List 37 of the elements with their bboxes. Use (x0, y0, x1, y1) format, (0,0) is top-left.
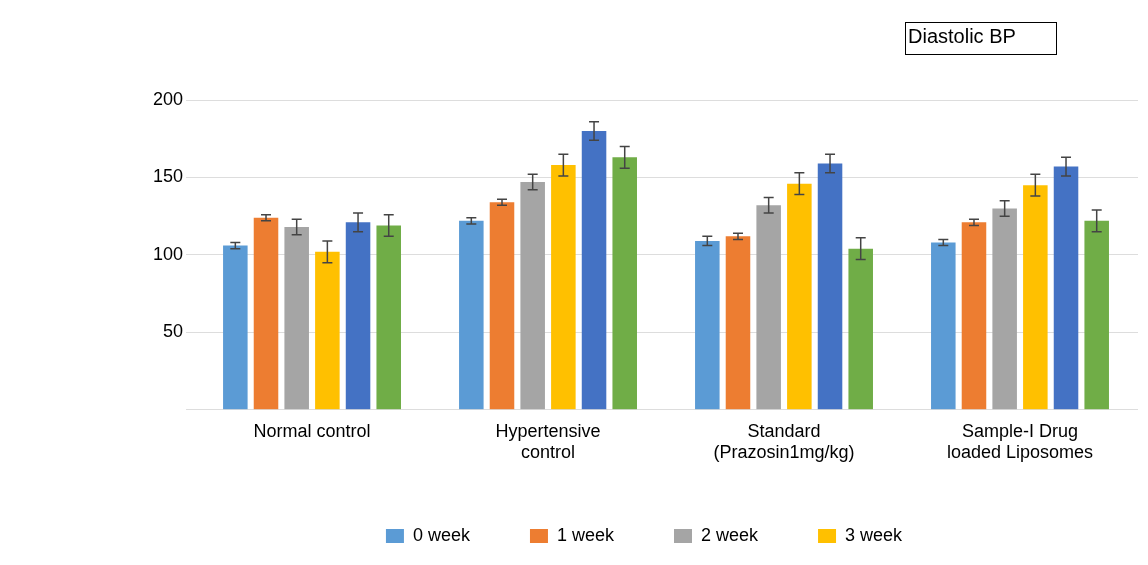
bar (223, 245, 248, 410)
bar (581, 130, 607, 410)
bar (695, 240, 720, 410)
chart-title: Diastolic BP (905, 22, 1057, 55)
y-tick-label: 200 (152, 88, 184, 109)
bar (992, 208, 1017, 410)
bar (725, 236, 751, 410)
bar (961, 222, 987, 410)
bar (756, 205, 781, 410)
x-tick-label: Hypertensive control (495, 420, 601, 463)
bar (1084, 220, 1109, 410)
bar (787, 183, 812, 410)
bar (489, 202, 515, 410)
bar (612, 157, 637, 410)
bar (1053, 166, 1079, 410)
legend-label: 3 week (845, 524, 904, 545)
legend-label: 2 week (701, 524, 760, 545)
bar (459, 220, 484, 410)
y-tick-label: 50 (163, 321, 184, 342)
bar (284, 227, 309, 410)
bar (551, 165, 576, 410)
bar (1023, 185, 1048, 410)
bar (315, 251, 340, 410)
legend-label: 1 week (556, 524, 615, 545)
y-tick-label: 100 (152, 243, 184, 264)
bar (848, 248, 873, 410)
bar (345, 222, 371, 410)
legend-label: 0 week (412, 524, 471, 545)
bar (253, 217, 279, 410)
y-tick-label: 150 (152, 166, 184, 187)
x-tick-label: Sample-I Drug loaded Liposomes (946, 420, 1094, 463)
x-tick-label: Standard (Prazosin1mg/kg) (713, 420, 855, 463)
bar (520, 182, 545, 410)
bar (931, 242, 956, 410)
bar (376, 225, 401, 410)
x-tick-label: Normal control (253, 420, 371, 441)
bar (817, 163, 843, 410)
